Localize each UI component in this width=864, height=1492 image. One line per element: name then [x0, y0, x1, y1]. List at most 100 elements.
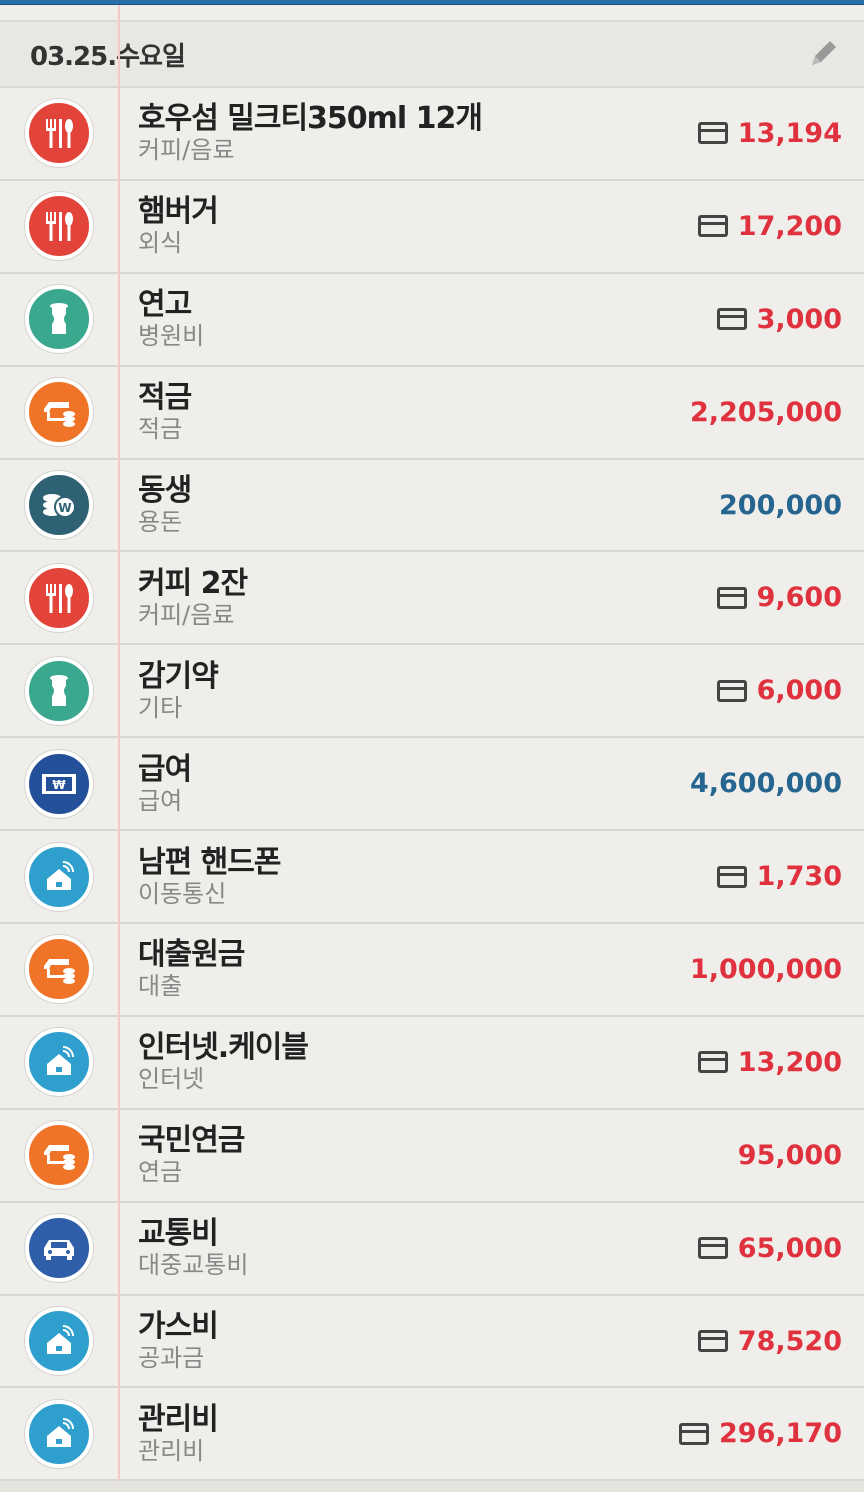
item-amount: 6,000	[756, 675, 842, 707]
credit-card-icon	[716, 308, 747, 331]
credit-card-icon	[697, 122, 728, 145]
item-text: 동생 용돈	[118, 473, 719, 537]
house-wifi-icon	[25, 1028, 93, 1097]
item-amount: 4,600,000	[689, 768, 842, 800]
list-item[interactable]: 연고 병원비 3,000	[0, 274, 864, 367]
list-item[interactable]: 인터넷.케이블 인터넷 13,200	[0, 1017, 864, 1110]
category-icon-wrap	[0, 1028, 118, 1097]
list-item[interactable]: 가스비 공과금 78,520	[0, 1296, 864, 1389]
top-bar	[0, 0, 864, 5]
item-category: 병원비	[138, 322, 205, 351]
item-text: 연고 병원비	[118, 288, 717, 351]
house-wifi-icon	[25, 1399, 93, 1468]
list-item[interactable]: 대출원금 대출 1,000,000	[0, 924, 864, 1017]
svg-text:₩: ₩	[52, 778, 66, 792]
item-title: 대출원금	[138, 937, 245, 973]
item-amount-wrap: 2,205,000	[690, 397, 864, 428]
item-title: 인터넷.케이블	[138, 1030, 309, 1066]
savings-icon	[25, 378, 93, 447]
item-category: 커피/음료	[138, 136, 235, 165]
fork-knife-icon	[25, 192, 93, 261]
margin-line	[118, 5, 120, 1492]
item-text: 교통비 대중교통비	[118, 1217, 698, 1280]
category-icon-wrap: ₩	[0, 749, 118, 818]
category-icon-wrap	[0, 1214, 118, 1283]
item-text: 급여 급여	[118, 751, 690, 815]
item-amount: 200,000	[719, 489, 842, 521]
item-amount: 296,170	[719, 1418, 842, 1450]
list-item[interactable]: 햄버거 외식 17,200	[0, 181, 864, 274]
credit-card-icon	[697, 215, 728, 238]
category-icon-wrap	[0, 1399, 118, 1468]
item-title: 급여	[138, 751, 192, 787]
item-category: 대출	[138, 972, 183, 1001]
item-text: 햄버거 외식	[118, 194, 698, 258]
category-icon-wrap	[0, 285, 118, 354]
item-amount-wrap: 1,000,000	[690, 954, 864, 985]
fork-knife-icon	[25, 99, 93, 168]
savings-icon	[25, 935, 93, 1004]
house-wifi-icon	[25, 842, 93, 911]
item-amount: 1,000,000	[689, 953, 842, 985]
item-text: 인터넷.케이블 인터넷	[118, 1030, 698, 1094]
item-text: 남편 핸드폰 이동통신	[118, 844, 717, 908]
item-amount-wrap: 1,730	[716, 861, 864, 893]
salary-icon: ₩	[25, 749, 93, 818]
house-wifi-icon	[25, 1307, 93, 1376]
item-category: 인터넷	[138, 1065, 205, 1094]
category-icon-wrap	[0, 192, 118, 261]
list-item[interactable]: 국민연금 연금 95,000	[0, 1110, 864, 1203]
fork-knife-icon	[25, 563, 93, 632]
item-amount: 9,600	[756, 582, 842, 614]
item-category: 커피/음료	[138, 600, 235, 629]
list-item[interactable]: 남편 핸드폰 이동통신 1,730	[0, 831, 864, 925]
item-title: 동생	[138, 473, 192, 508]
list-item[interactable]: 교통비 대중교통비 65,000	[0, 1203, 864, 1296]
item-text: 호우섬 밀크티350ml 12개 커피/음료	[118, 101, 698, 165]
list-item[interactable]: 감기약 기타 6,000	[0, 645, 864, 739]
item-title: 호우섬 밀크티350ml 12개	[138, 101, 483, 137]
item-amount: 95,000	[737, 1139, 842, 1171]
item-category: 공과금	[138, 1344, 205, 1373]
item-title: 햄버거	[138, 194, 219, 230]
credit-card-icon	[679, 1422, 710, 1445]
list-item[interactable]: 적금 적금 2,205,000	[0, 367, 864, 460]
item-amount-wrap: 200,000	[719, 490, 864, 521]
item-category: 외식	[138, 229, 183, 258]
item-text: 대출원금 대출	[118, 937, 690, 1001]
list-item[interactable]: 커피 2잔 커피/음료 9,600	[0, 552, 864, 646]
medicine-icon	[25, 285, 93, 354]
item-title: 남편 핸드폰	[138, 844, 281, 880]
credit-card-icon	[716, 679, 747, 702]
item-category: 연금	[138, 1158, 183, 1187]
list-item[interactable]: 관리비 관리비 296,170	[0, 1388, 864, 1482]
item-amount: 1,730	[756, 861, 842, 893]
item-amount-wrap: 6,000	[716, 675, 864, 707]
item-amount-wrap: 17,200	[697, 210, 864, 242]
category-icon-wrap	[0, 1121, 118, 1190]
item-text: 커피 2잔 커피/음료	[118, 565, 717, 629]
date-header: 03.25.수요일	[0, 22, 864, 88]
item-category: 적금	[138, 415, 183, 444]
car-icon	[25, 1214, 93, 1283]
bottom-edge	[0, 1481, 864, 1492]
item-amount: 17,200	[737, 210, 842, 242]
item-text: 가스비 공과금	[118, 1310, 698, 1373]
list-item[interactable]: ₩ 급여 급여 4,600,000	[0, 738, 864, 832]
list-item[interactable]: 호우섬 밀크티350ml 12개 커피/음료 13,194	[0, 88, 864, 181]
category-icon-wrap	[0, 656, 118, 725]
category-icon-wrap	[0, 935, 118, 1004]
credit-card-icon	[716, 865, 747, 888]
item-title: 커피 2잔	[138, 565, 248, 601]
credit-card-icon	[697, 1051, 728, 1074]
item-text: 감기약 기타	[118, 659, 717, 722]
svg-text:W: W	[58, 501, 71, 515]
item-amount: 78,520	[737, 1325, 842, 1357]
pencil-icon[interactable]	[806, 37, 840, 71]
item-amount: 3,000	[756, 303, 842, 335]
savings-icon	[25, 1121, 93, 1190]
item-amount-wrap: 296,170	[679, 1418, 864, 1449]
item-title: 국민연금	[138, 1123, 245, 1159]
list-item[interactable]: W 동생 용돈 200,000	[0, 460, 864, 553]
item-amount: 2,205,000	[689, 396, 842, 428]
